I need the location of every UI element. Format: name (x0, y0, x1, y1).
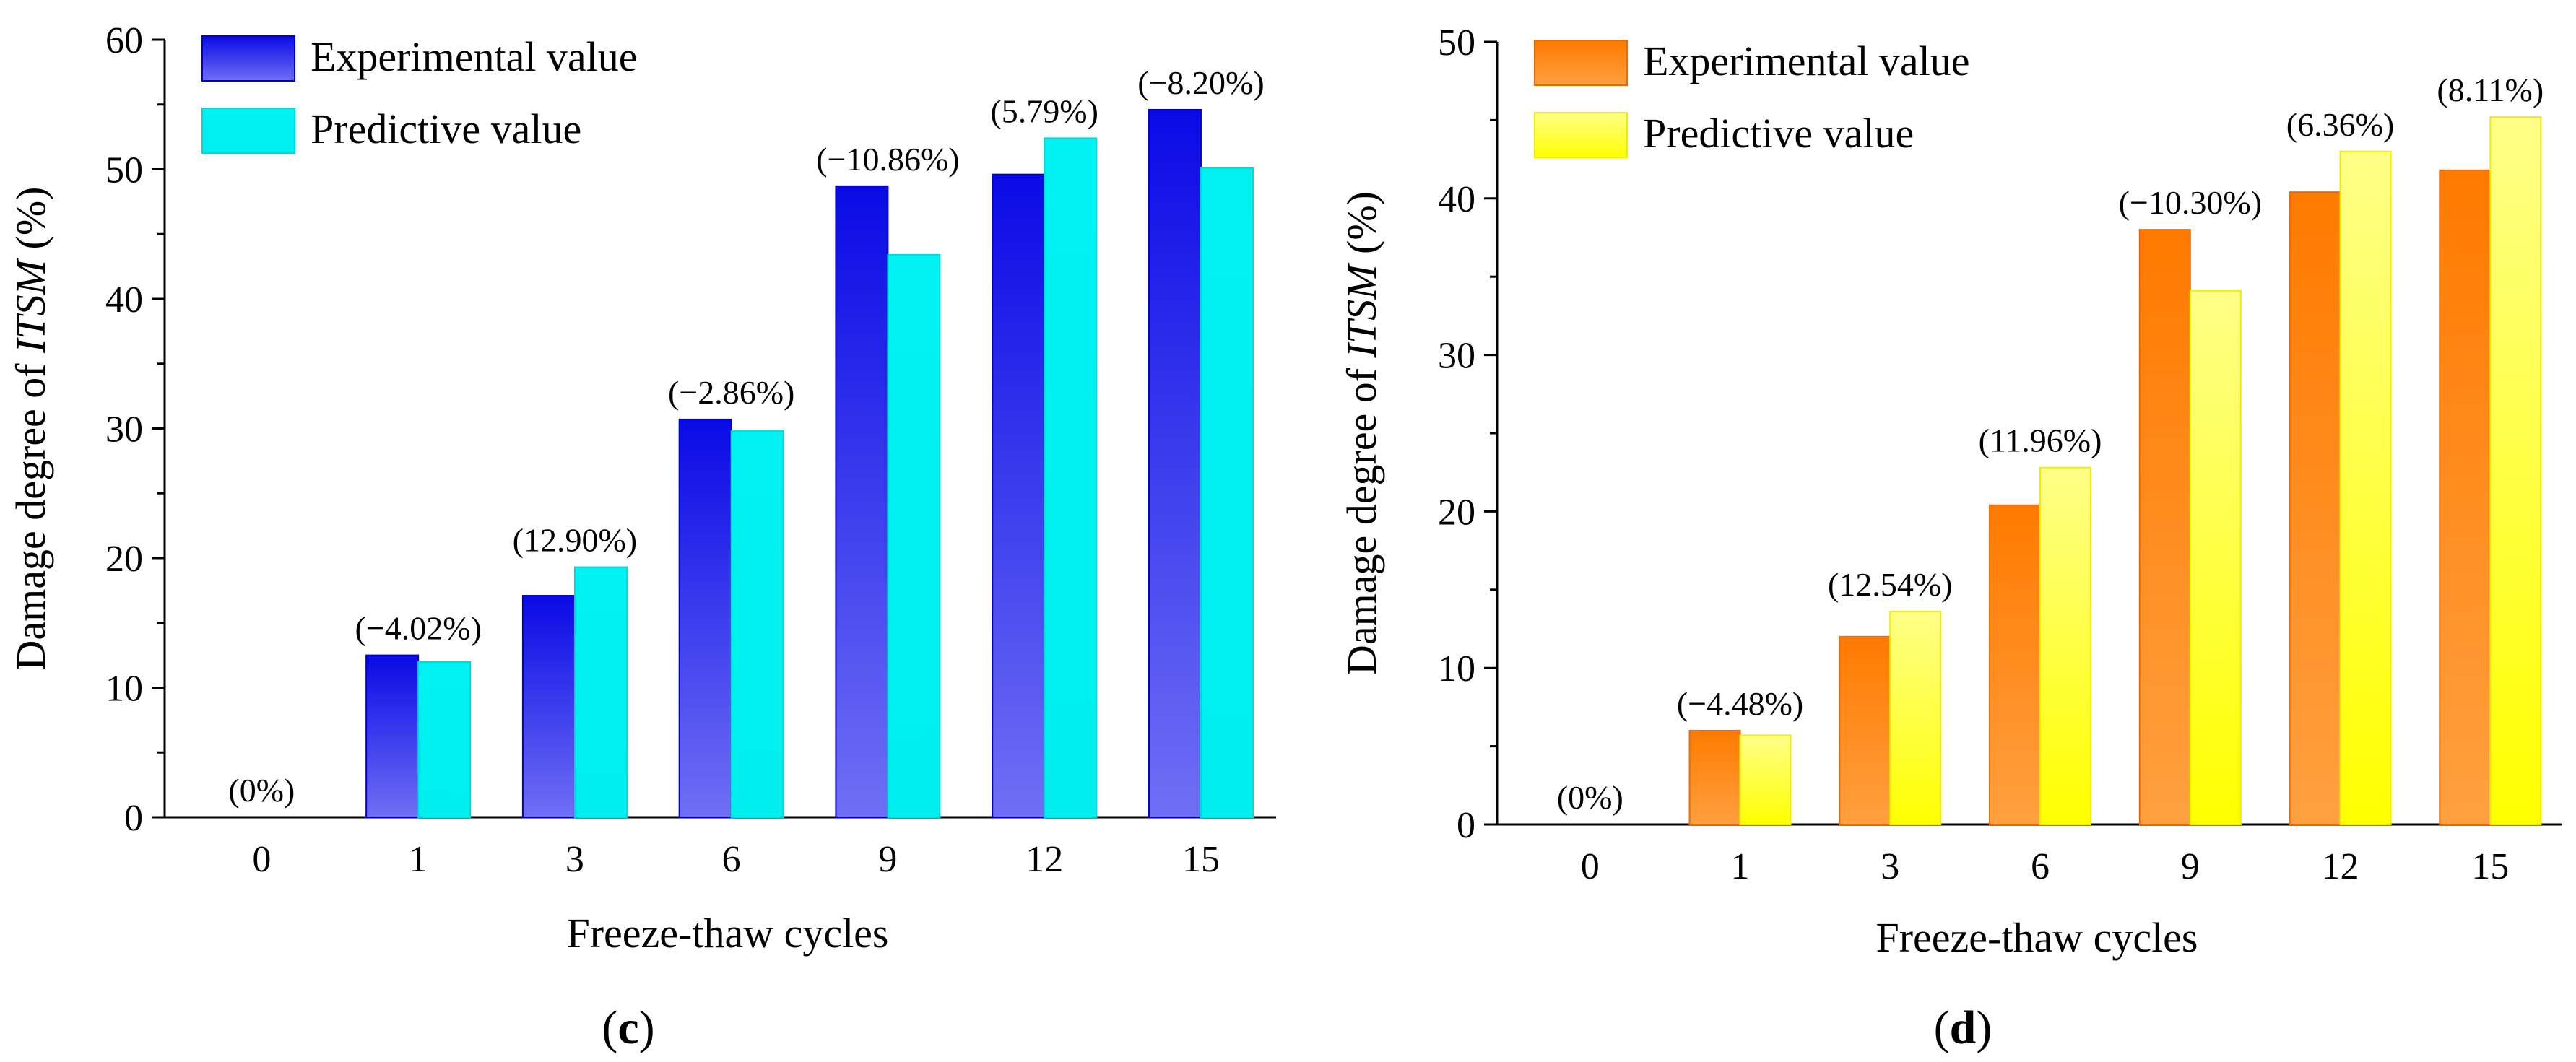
bar-experimental (1989, 504, 2042, 826)
bar-predictive (1200, 167, 1254, 818)
x-axis-title: Freeze-thaw cycles (566, 910, 888, 957)
y-axis-title-suffix: (%) (7, 187, 54, 260)
data-label: (5.79%) (990, 92, 1098, 129)
bar-experimental (1688, 729, 1741, 825)
bar-experimental (678, 418, 732, 818)
bar-experimental (992, 173, 1046, 818)
x-tick-label: 0 (1581, 846, 1600, 887)
y-tick-label: 20 (1438, 492, 1475, 533)
bar-predictive (2039, 466, 2092, 825)
legend-swatch-predictive (1534, 112, 1628, 158)
x-tick-label: 3 (565, 839, 584, 880)
x-tick-label: 15 (2471, 846, 2509, 887)
legend-label-experimental: Experimental value (1643, 38, 1970, 84)
x-tick-label: 12 (2322, 846, 2359, 887)
y-axis-title-prefix: Damage degree of (7, 353, 54, 671)
data-label: (8.11%) (2437, 71, 2544, 108)
legend-label-predictive: Predictive value (1643, 110, 1914, 157)
bar-experimental (2289, 191, 2341, 825)
data-label: (11.96%) (1979, 422, 2102, 459)
panel-label-c-close: ) (639, 1001, 655, 1054)
legend-label-experimental: Experimental value (311, 33, 638, 80)
legend-label-predictive: Predictive value (311, 105, 581, 152)
y-tick-label: 10 (105, 669, 143, 710)
x-axis-title: Freeze-thaw cycles (1875, 914, 2198, 961)
bar-predictive (1889, 611, 1942, 825)
y-tick-label: 0 (124, 798, 143, 839)
panel-label-d-letter: d (1950, 1001, 1977, 1054)
x-tick-label: 1 (1731, 846, 1750, 887)
y-tick-label: 30 (1438, 336, 1475, 377)
bar-predictive (417, 661, 472, 818)
bar-predictive (573, 566, 628, 818)
y-tick-label: 40 (105, 279, 143, 321)
y-tick-label: 40 (1438, 179, 1475, 220)
panel-label-c-open: ( (602, 1001, 617, 1054)
bar-predictive (887, 253, 941, 819)
x-tick-label: 9 (2181, 846, 2200, 887)
data-label: (−2.86%) (668, 374, 794, 411)
legend-swatch-experimental (201, 35, 295, 82)
x-tick-label: 15 (1182, 839, 1220, 880)
y-axis-title-prefix: Damage degree of (1338, 357, 1385, 675)
legend-swatch-experimental (1534, 40, 1628, 86)
data-label: (−8.20%) (1137, 64, 1264, 101)
y-tick-label: 20 (105, 539, 143, 580)
data-label: (12.90%) (513, 522, 637, 559)
data-label: (0%) (228, 772, 295, 809)
y-tick-label: 50 (105, 150, 143, 191)
bar-predictive (730, 430, 784, 818)
panel-label-c-letter: c (617, 1001, 638, 1054)
data-label: (−10.86%) (816, 141, 959, 178)
x-tick-label: 9 (878, 839, 897, 880)
bar-predictive (2339, 150, 2392, 825)
bar-predictive (2189, 290, 2242, 826)
data-label: (6.36%) (2286, 106, 2394, 143)
bar-predictive (1739, 734, 1792, 826)
bar-predictive (2489, 116, 2542, 825)
data-label: (−4.02%) (355, 610, 481, 647)
y-tick-label: 0 (1457, 805, 1475, 846)
bar-experimental (2138, 229, 2191, 826)
panel-label-c: (c) (602, 1001, 654, 1054)
x-tick-label: 0 (252, 839, 271, 880)
bar-experimental (1148, 108, 1202, 818)
y-tick-label: 60 (105, 20, 143, 61)
chart-panel-d: 0 10 20 30 40 50 0 (0%) 1 (−4.48%) 3 (12.54%) 6 (11.9… (1338, 22, 2562, 961)
y-tick-label: 30 (105, 409, 143, 451)
data-label: (0%) (1557, 779, 1623, 816)
data-label: (−4.48%) (1677, 685, 1803, 722)
chart-panel-c: 0 10 20 30 40 50 60 0 (0%) 1 (−4.02%) 3 (12.90%) 6 (−2… (7, 20, 1276, 957)
y-axis-title: Damage degree of ITSM (%) (7, 187, 54, 671)
x-tick-label: 3 (1881, 846, 1899, 887)
bar-experimental (1839, 635, 1891, 826)
x-tick-label: 1 (409, 839, 428, 880)
x-tick-label: 12 (1025, 839, 1063, 880)
bar-predictive (1044, 137, 1098, 819)
y-tick-label: 50 (1438, 22, 1475, 64)
panel-label-d-close: ) (1976, 1001, 1992, 1054)
bar-experimental (521, 595, 576, 818)
y-axis-title: Damage degree of ITSM (%) (1338, 191, 1385, 675)
bar-experimental (365, 654, 420, 818)
panel-label-d-open: ( (1934, 1001, 1950, 1054)
y-tick-label: 10 (1438, 648, 1475, 689)
x-tick-label: 6 (722, 839, 741, 880)
y-axis-title-itsm: ITSM (1338, 263, 1385, 359)
y-axis-title-itsm: ITSM (7, 258, 54, 354)
bar-experimental (835, 185, 889, 818)
data-label: (−10.30%) (2119, 184, 2262, 221)
data-label: (12.54%) (1828, 566, 1952, 603)
x-tick-label: 6 (2031, 846, 2050, 887)
legend-swatch-predictive (201, 108, 295, 154)
y-axis-title-suffix: (%) (1338, 191, 1385, 264)
panel-label-d: (d) (1934, 1001, 1992, 1054)
bar-experimental (2439, 169, 2492, 825)
